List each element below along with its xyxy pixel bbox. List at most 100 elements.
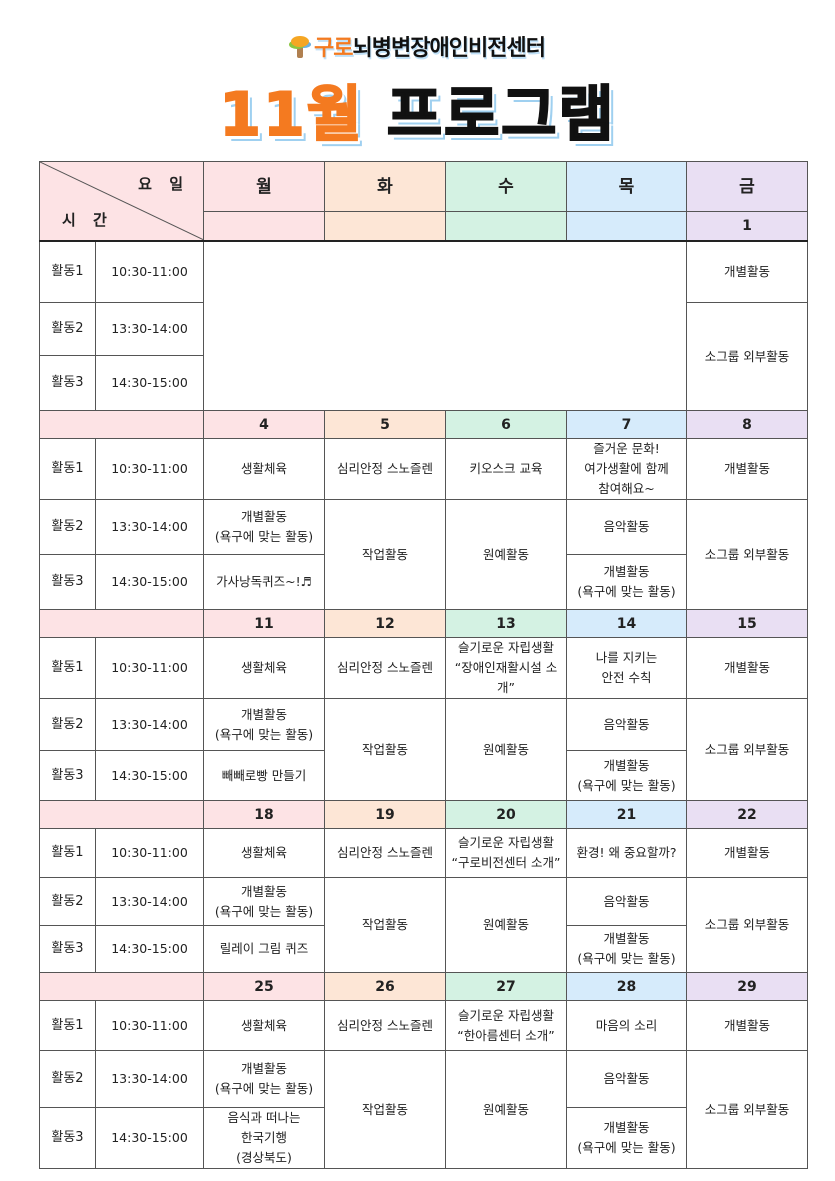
- thu-activity: 개별활동 (욕구에 맞는 활동): [566, 925, 687, 973]
- wed-activity: 원예활동: [445, 698, 567, 801]
- date-cell: [445, 211, 567, 241]
- slot-label: 활동3: [39, 355, 96, 411]
- wed-activity: 키오스크 교육: [445, 438, 567, 500]
- day-header: 금: [686, 161, 808, 212]
- org-name: 구로뇌병변장애인비전센터: [0, 30, 835, 62]
- date-cell: 12: [324, 609, 446, 638]
- tue-activity: 작업활동: [324, 698, 446, 801]
- tue-activity: 작업활동: [324, 499, 446, 610]
- date-cell: 14: [566, 609, 687, 638]
- fri-activity: 소그룹 외부활동: [686, 302, 808, 411]
- slot-time: 10:30-11:00: [95, 438, 204, 500]
- table-row: 활동3 14:30-15:00 가사낭독퀴즈~!♬ 개별활동 (욕구에 맞는 활동): [39, 554, 808, 610]
- slot-label: 활동2: [39, 698, 96, 751]
- diagonal-divider: [40, 162, 203, 240]
- slot-label: 활동3: [39, 1107, 96, 1169]
- date-row-spacer: [39, 410, 204, 439]
- thu-activity: 마음의 소리: [566, 1000, 687, 1051]
- table-row: 활동2 13:30-14:00 개별활동 (욕구에 맞는 활동) 작업활동 원예활동 음악…: [39, 1050, 808, 1169]
- thu-activity: 개별활동 (욕구에 맞는 활동): [566, 554, 687, 610]
- thu-activity: 음악활동: [566, 499, 687, 555]
- thu-activity: 개별활동 (욕구에 맞는 활동): [566, 750, 687, 801]
- mon-activity: 가사낭독퀴즈~!♬: [203, 554, 325, 610]
- mon-activity: 음식과 떠나는 한국기행 (경상북도): [203, 1107, 325, 1169]
- date-cell: 19: [324, 800, 446, 829]
- slot-time: 10:30-11:00: [95, 240, 204, 303]
- page-title: 11월 프로그램: [0, 66, 835, 153]
- mon-activity: 빼빼로빵 만들기: [203, 750, 325, 801]
- fri-activity: 개별활동: [686, 438, 808, 500]
- slot-time: 13:30-14:00: [95, 302, 204, 356]
- fri-activity: 개별활동: [686, 240, 808, 303]
- corner-time-label: 시 간: [62, 210, 113, 229]
- thu-activity: 나를 지키는 안전 수칙: [566, 637, 687, 699]
- slot-time: 14:30-15:00: [95, 1107, 204, 1169]
- corner-day-label: 요 일: [138, 175, 189, 193]
- date-cell: [203, 211, 325, 241]
- slot-label: 활동1: [39, 438, 96, 500]
- slot-time: 13:30-14:00: [95, 1050, 204, 1108]
- date-cell: 20: [445, 800, 567, 829]
- wed-activity: 원예활동: [445, 1050, 567, 1169]
- table-row: 활동3 14:30-15:00: [39, 355, 808, 411]
- slot-time: 14:30-15:00: [95, 355, 204, 411]
- fri-activity: 소그룹 외부활동: [686, 698, 808, 801]
- date-cell: 28: [566, 972, 687, 1001]
- thu-activity: 환경! 왜 중요할까?: [566, 828, 687, 878]
- fri-activity: 개별활동: [686, 828, 808, 878]
- date-row-spacer: [39, 972, 204, 1001]
- slot-time: 14:30-15:00: [95, 925, 204, 973]
- date-cell: 15: [686, 609, 808, 638]
- org-prefix: 구로: [314, 36, 353, 61]
- slot-time: 13:30-14:00: [95, 877, 204, 926]
- slot-label: 활동2: [39, 302, 96, 356]
- fri-activity: 개별활동: [686, 637, 808, 699]
- thu-activity: 음악활동: [566, 877, 687, 926]
- slot-label: 활동1: [39, 637, 96, 699]
- date-cell: [566, 211, 687, 241]
- table-row: 활동1 10:30-11:00 생활체육 심리안정 스노즐렌 키오스크 교육 즐거운 문화…: [39, 438, 808, 500]
- mon-activity: 개별활동 (욕구에 맞는 활동): [203, 1050, 325, 1108]
- date-cell: 29: [686, 972, 808, 1001]
- slot-label: 활동3: [39, 925, 96, 973]
- mon-activity: 개별활동 (욕구에 맞는 활동): [203, 698, 325, 751]
- day-header: 화: [324, 161, 446, 212]
- org-rest: 뇌병변장애인비전센터: [352, 36, 546, 61]
- wed-activity: 슬기로운 자립생활 “장애인재활시설 소개”: [445, 637, 567, 699]
- thu-activity: 음악활동: [566, 1050, 687, 1108]
- tue-activity: 심리안정 스노즐렌: [324, 1000, 446, 1051]
- day-header: 목: [566, 161, 687, 212]
- tue-activity: 작업활동: [324, 877, 446, 973]
- table-row: 활동3 14:30-15:00 릴레이 그림 퀴즈 개별활동 (욕구에 맞는 활동): [39, 925, 808, 973]
- date-row-spacer: [39, 609, 204, 638]
- slot-label: 활동3: [39, 750, 96, 801]
- wed-activity: 슬기로운 자립생활 “한아름센터 소개”: [445, 1000, 567, 1051]
- date-cell: 21: [566, 800, 687, 829]
- empty-block: [203, 240, 687, 411]
- table-row: 활동2 13:30-14:00 개별활동 (욕구에 맞는 활동) 작업활동 원예활동 음악…: [39, 877, 808, 973]
- date-cell: [324, 211, 446, 241]
- thu-activity: 즐거운 문화! 여가생활에 함께 참여해요~: [566, 438, 687, 500]
- table-row: 활동3 14:30-15:00 음식과 떠나는 한국기행 (경상북도) 개별활동 (욕…: [39, 1107, 808, 1169]
- date-cell: 11: [203, 609, 325, 638]
- slot-label: 활동2: [39, 1050, 96, 1108]
- slot-label: 활동1: [39, 1000, 96, 1051]
- date-cell: 26: [324, 972, 446, 1001]
- fri-activity: 소그룹 외부활동: [686, 1050, 808, 1169]
- table-row: 활동1 10:30-11:00 생활체육 심리안정 스노즐렌 슬기로운 자립생활 “장애…: [39, 637, 808, 699]
- slot-label: 활동1: [39, 828, 96, 878]
- slot-time: 14:30-15:00: [95, 554, 204, 610]
- date-cell: 25: [203, 972, 325, 1001]
- date-cell: 4: [203, 410, 325, 439]
- day-header: 월: [203, 161, 325, 212]
- wed-activity: 원예활동: [445, 877, 567, 973]
- title-rest: 프로그램: [386, 79, 616, 151]
- date-cell: 22: [686, 800, 808, 829]
- thu-activity: 개별활동 (욕구에 맞는 활동): [566, 1107, 687, 1169]
- wed-activity: 원예활동: [445, 499, 567, 610]
- date-cell: 1: [686, 211, 808, 241]
- slot-time: 10:30-11:00: [95, 1000, 204, 1051]
